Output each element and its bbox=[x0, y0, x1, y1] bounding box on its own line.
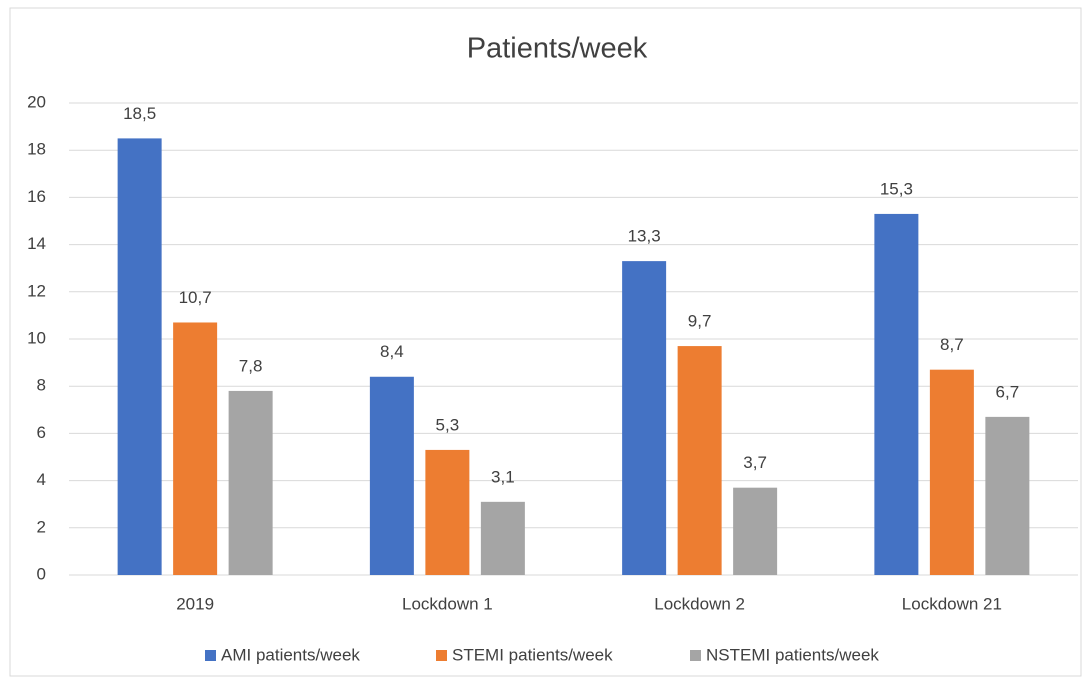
legend-swatch bbox=[205, 650, 216, 661]
data-label: 3,7 bbox=[743, 453, 767, 472]
data-label: 3,1 bbox=[491, 467, 515, 486]
bar bbox=[425, 449, 470, 575]
legend-swatch bbox=[436, 650, 447, 661]
y-tick-label: 20 bbox=[27, 92, 46, 111]
data-label: 7,8 bbox=[239, 356, 263, 375]
data-label: 9,7 bbox=[688, 312, 712, 331]
x-tick-label: Lockdown 21 bbox=[902, 594, 1002, 613]
bar bbox=[733, 487, 778, 575]
bar bbox=[874, 213, 919, 576]
chart-title: Patients/week bbox=[467, 33, 648, 65]
y-tick-label: 14 bbox=[27, 234, 46, 253]
bar bbox=[985, 416, 1030, 575]
y-tick-label: 12 bbox=[27, 281, 46, 300]
bar bbox=[622, 261, 667, 575]
legend-swatch bbox=[690, 650, 701, 661]
y-tick-label: 8 bbox=[37, 376, 46, 395]
data-label: 8,7 bbox=[940, 335, 964, 354]
data-label: 10,7 bbox=[179, 288, 212, 307]
data-label: 6,7 bbox=[996, 382, 1020, 401]
y-tick-label: 2 bbox=[37, 517, 46, 536]
y-tick-label: 10 bbox=[27, 328, 46, 347]
y-tick-label: 18 bbox=[27, 140, 46, 159]
bar bbox=[173, 322, 218, 575]
bar bbox=[677, 346, 722, 575]
bar bbox=[228, 390, 273, 575]
legend-label: AMI patients/week bbox=[221, 645, 360, 664]
x-tick-label: Lockdown 1 bbox=[402, 594, 493, 613]
x-tick-label: Lockdown 2 bbox=[654, 594, 745, 613]
data-label: 13,3 bbox=[628, 227, 661, 246]
x-tick-label: 2019 bbox=[176, 594, 214, 613]
data-label: 15,3 bbox=[880, 179, 913, 198]
y-tick-label: 6 bbox=[37, 423, 46, 442]
data-label: 18,5 bbox=[123, 104, 156, 123]
bar bbox=[929, 369, 974, 575]
data-label: 5,3 bbox=[436, 415, 460, 434]
y-tick-label: 0 bbox=[37, 564, 46, 583]
data-label: 8,4 bbox=[380, 342, 404, 361]
y-tick-label: 4 bbox=[37, 470, 46, 489]
y-tick-label: 16 bbox=[27, 187, 46, 206]
bar bbox=[117, 138, 162, 575]
bar bbox=[480, 501, 525, 575]
bar bbox=[369, 376, 414, 575]
chart-border bbox=[9, 7, 1082, 677]
legend-label: STEMI patients/week bbox=[452, 645, 613, 664]
legend-label: NSTEMI patients/week bbox=[706, 645, 879, 664]
